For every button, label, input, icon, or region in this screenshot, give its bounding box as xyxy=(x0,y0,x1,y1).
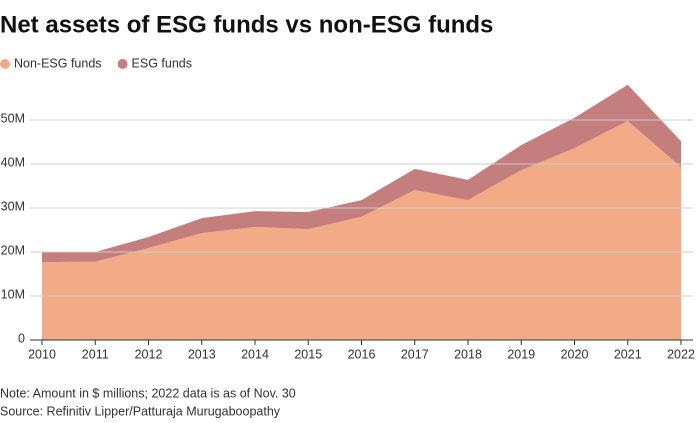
x-tick-label: 2019 xyxy=(507,347,535,361)
x-tick-label: 2015 xyxy=(294,347,322,361)
x-tick-label: 2010 xyxy=(28,347,56,361)
y-tick-label: 40M xyxy=(1,155,25,169)
legend-label: ESG funds xyxy=(132,56,192,70)
y-tick-label: 20M xyxy=(1,243,25,257)
x-tick-label: 2020 xyxy=(561,347,589,361)
x-tick-label: 2021 xyxy=(614,347,642,361)
area xyxy=(42,120,681,340)
legend-swatch xyxy=(0,59,10,69)
x-tick-label: 2022 xyxy=(667,347,695,361)
x-tick-label: 2017 xyxy=(401,347,429,361)
x-tick-label: 2011 xyxy=(82,347,109,361)
x-tick-label: 2018 xyxy=(454,347,482,361)
x-tick-label: 2013 xyxy=(188,347,216,361)
note: Note: Amount in $ millions; 2022 data is… xyxy=(0,386,296,400)
legend-label: Non-ESG funds xyxy=(14,56,102,70)
y-tick-label: 0 xyxy=(18,331,25,345)
legend-swatch xyxy=(117,59,128,69)
chart-title: Net assets of ESG funds vs non-ESG funds xyxy=(0,11,493,38)
area xyxy=(42,84,681,263)
y-tick-label: 50M xyxy=(1,111,25,125)
source: Source: Refinitiv Lipper/Patturaja Murug… xyxy=(0,404,281,418)
y-tick-label: 10M xyxy=(1,287,25,301)
x-tick-label: 2012 xyxy=(135,347,163,361)
x-tick-label: 2016 xyxy=(348,347,376,361)
x-tick-label: 2014 xyxy=(241,347,269,361)
y-tick-label: 30M xyxy=(1,199,25,213)
